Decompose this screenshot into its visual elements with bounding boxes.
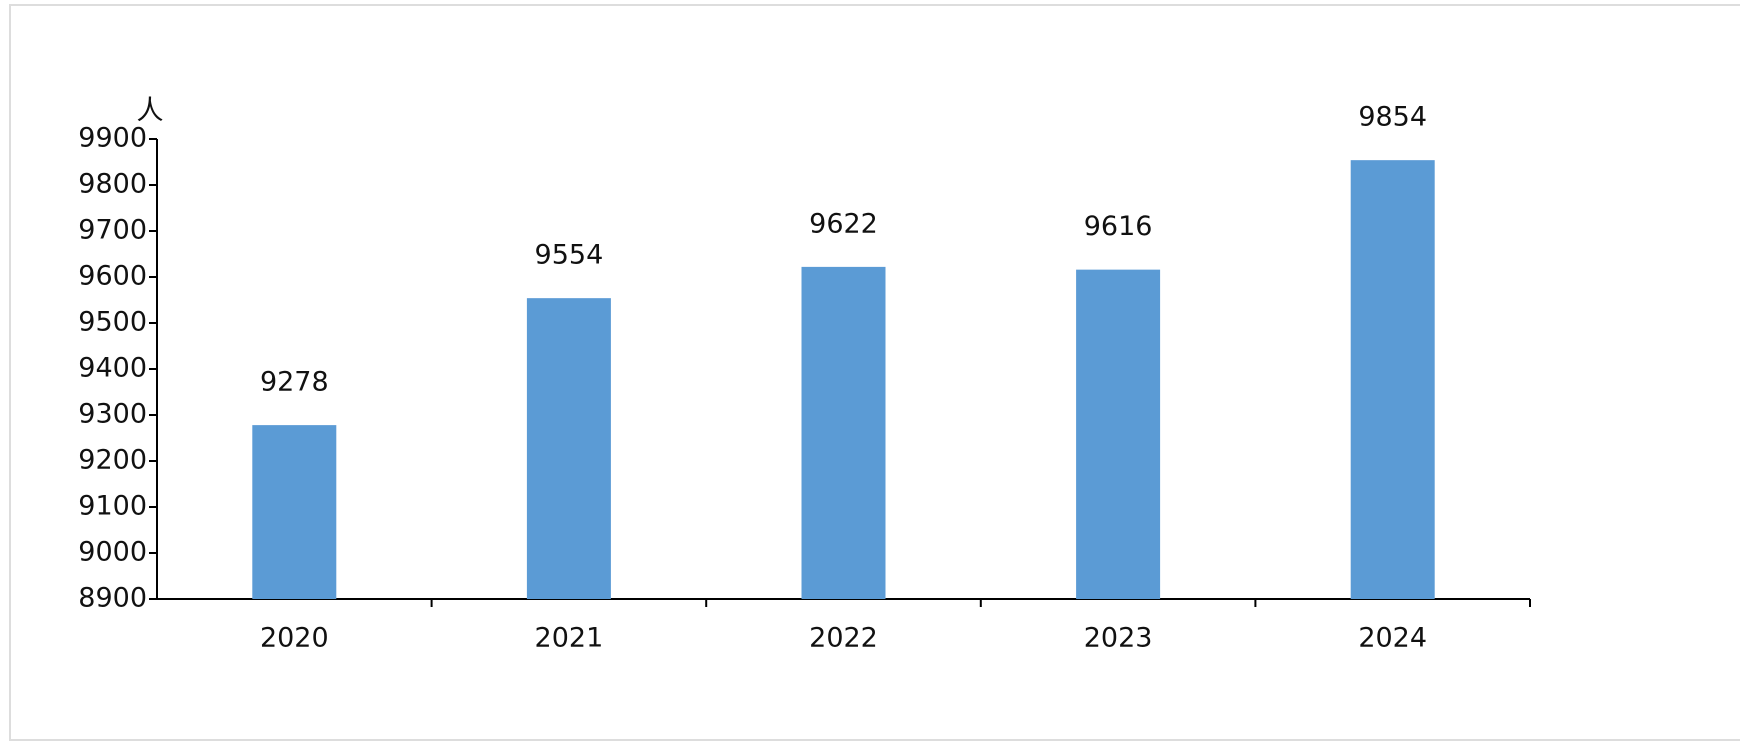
- x-tick-label: 2024: [1358, 623, 1427, 654]
- y-tick-label: 9900: [78, 123, 147, 154]
- y-tick-label: 9000: [78, 537, 147, 568]
- y-tick-label: 9500: [78, 307, 147, 338]
- chart-frame: [9, 4, 1740, 741]
- data-label: 9278: [260, 367, 329, 398]
- bar: [1076, 269, 1161, 599]
- x-tick-label: 2022: [809, 623, 878, 654]
- bar: [526, 298, 611, 599]
- y-tick-label: 9400: [78, 353, 147, 384]
- data-label: 9854: [1358, 102, 1427, 133]
- x-tick-label: 2023: [1084, 623, 1153, 654]
- y-tick-label: 9800: [78, 169, 147, 200]
- y-tick-label: 9100: [78, 491, 147, 522]
- y-tick-label: 9200: [78, 445, 147, 476]
- x-tick-label: 2020: [260, 623, 329, 654]
- data-label: 9616: [1084, 211, 1153, 242]
- bar: [252, 425, 337, 599]
- y-tick-label: 9300: [78, 399, 147, 430]
- y-axis-label: 人: [137, 96, 164, 127]
- y-tick-label: 9700: [78, 215, 147, 246]
- bar: [801, 266, 886, 599]
- x-tick-label: 2021: [535, 623, 604, 654]
- y-tick-label: 9600: [78, 261, 147, 292]
- data-label: 9622: [809, 208, 878, 239]
- y-tick-label: 8900: [78, 583, 147, 614]
- data-label: 9554: [535, 240, 604, 271]
- bar: [1350, 160, 1435, 599]
